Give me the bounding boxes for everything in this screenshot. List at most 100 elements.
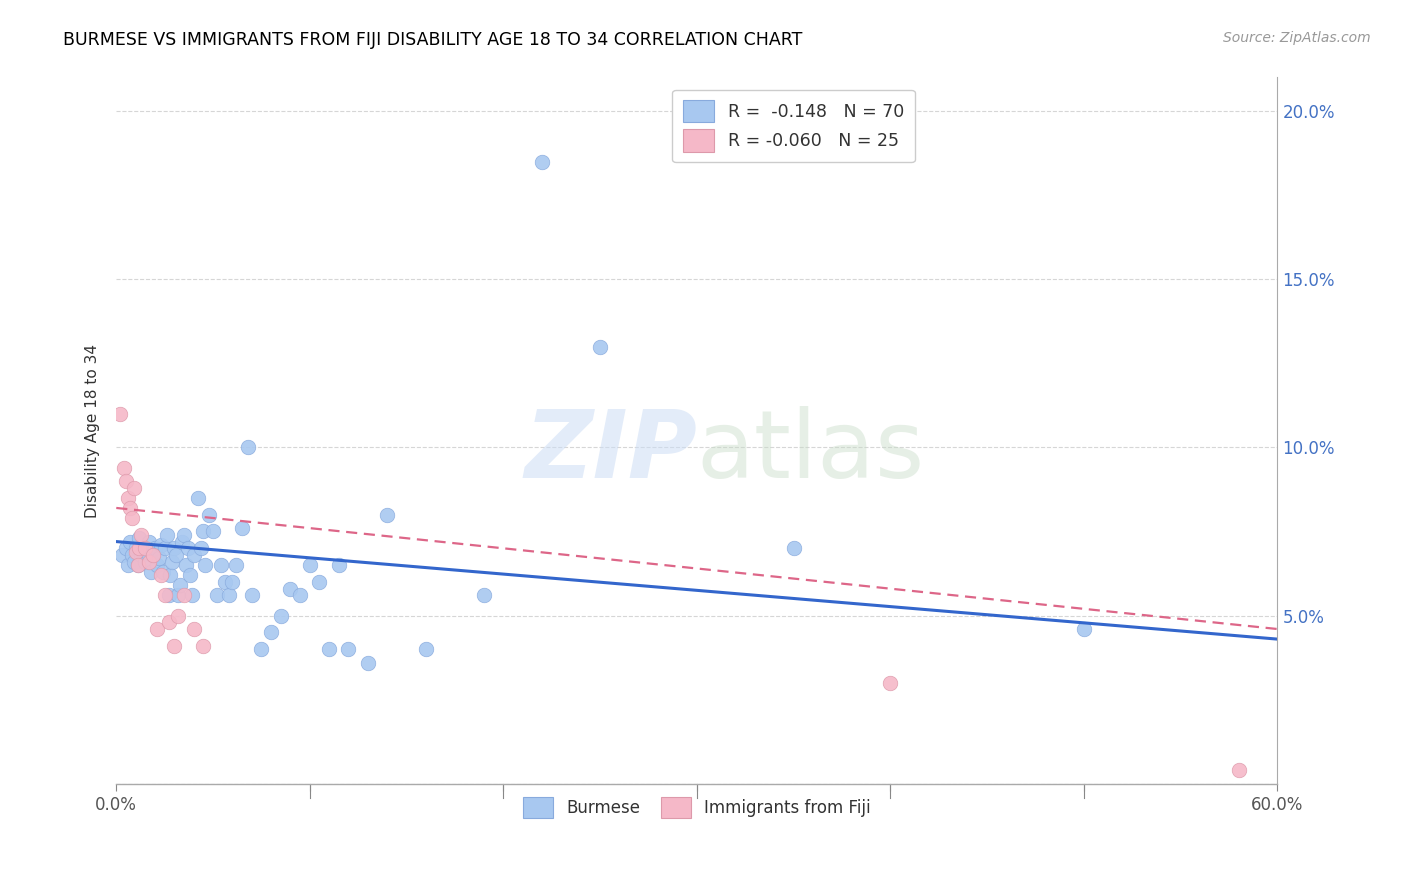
Point bbox=[138, 534, 160, 549]
Point bbox=[127, 558, 149, 573]
Point bbox=[128, 541, 150, 556]
Point bbox=[163, 541, 186, 556]
Point bbox=[260, 625, 283, 640]
Point bbox=[131, 548, 153, 562]
Point bbox=[280, 582, 302, 596]
Point bbox=[415, 642, 437, 657]
Point bbox=[146, 622, 169, 636]
Point bbox=[183, 622, 205, 636]
Point bbox=[782, 541, 804, 556]
Point bbox=[121, 548, 143, 562]
Point bbox=[169, 578, 191, 592]
Point bbox=[118, 534, 141, 549]
Point bbox=[149, 538, 172, 552]
Point bbox=[218, 588, 240, 602]
Point bbox=[1073, 622, 1095, 636]
Point bbox=[128, 531, 150, 545]
Text: BURMESE VS IMMIGRANTS FROM FIJI DISABILITY AGE 18 TO 34 CORRELATION CHART: BURMESE VS IMMIGRANTS FROM FIJI DISABILI… bbox=[63, 31, 803, 49]
Point bbox=[308, 574, 330, 589]
Point bbox=[205, 588, 228, 602]
Point bbox=[122, 481, 145, 495]
Point bbox=[298, 558, 321, 573]
Point bbox=[250, 642, 273, 657]
Point bbox=[221, 574, 243, 589]
Point bbox=[165, 548, 187, 562]
Point bbox=[117, 491, 139, 505]
Point bbox=[214, 574, 236, 589]
Point bbox=[225, 558, 247, 573]
Point bbox=[124, 541, 146, 556]
Point bbox=[108, 407, 131, 421]
Point bbox=[180, 588, 202, 602]
Point bbox=[179, 568, 201, 582]
Point bbox=[134, 541, 156, 556]
Point bbox=[187, 491, 209, 505]
Text: atlas: atlas bbox=[697, 406, 925, 498]
Point bbox=[173, 528, 195, 542]
Point bbox=[153, 588, 176, 602]
Point bbox=[159, 568, 181, 582]
Point bbox=[183, 548, 205, 562]
Point bbox=[170, 534, 193, 549]
Legend: Burmese, Immigrants from Fiji: Burmese, Immigrants from Fiji bbox=[516, 790, 877, 825]
Point bbox=[118, 500, 141, 515]
Point bbox=[337, 642, 360, 657]
Point bbox=[198, 508, 221, 522]
Point bbox=[240, 588, 263, 602]
Point bbox=[236, 441, 259, 455]
Point bbox=[111, 548, 134, 562]
Text: ZIP: ZIP bbox=[524, 406, 697, 498]
Y-axis label: Disability Age 18 to 34: Disability Age 18 to 34 bbox=[86, 343, 100, 517]
Point bbox=[167, 588, 190, 602]
Point bbox=[167, 608, 190, 623]
Point bbox=[149, 568, 172, 582]
Point bbox=[138, 555, 160, 569]
Point bbox=[589, 339, 612, 353]
Point bbox=[122, 555, 145, 569]
Point bbox=[202, 524, 225, 539]
Point bbox=[148, 551, 170, 566]
Point bbox=[193, 639, 215, 653]
Point bbox=[174, 558, 197, 573]
Point bbox=[121, 511, 143, 525]
Point bbox=[127, 558, 149, 573]
Point bbox=[139, 565, 162, 579]
Point bbox=[879, 676, 901, 690]
Point bbox=[142, 548, 165, 562]
Point bbox=[136, 544, 159, 558]
Point bbox=[173, 588, 195, 602]
Point bbox=[162, 555, 184, 569]
Point bbox=[270, 608, 292, 623]
Point bbox=[328, 558, 350, 573]
Point bbox=[124, 544, 146, 558]
Point bbox=[153, 541, 176, 556]
Point bbox=[194, 558, 217, 573]
Point bbox=[190, 541, 212, 556]
Point bbox=[157, 588, 180, 602]
Point bbox=[134, 555, 156, 569]
Point bbox=[177, 541, 200, 556]
Point bbox=[152, 565, 174, 579]
Point bbox=[117, 558, 139, 573]
Point bbox=[209, 558, 232, 573]
Point bbox=[231, 521, 253, 535]
Point bbox=[375, 508, 398, 522]
Point bbox=[132, 541, 155, 556]
Text: Source: ZipAtlas.com: Source: ZipAtlas.com bbox=[1223, 31, 1371, 45]
Point bbox=[115, 474, 138, 488]
Point bbox=[531, 154, 554, 169]
Point bbox=[163, 639, 186, 653]
Point bbox=[112, 460, 135, 475]
Point bbox=[146, 558, 169, 573]
Point bbox=[472, 588, 495, 602]
Point bbox=[143, 541, 166, 556]
Point bbox=[131, 528, 153, 542]
Point bbox=[1227, 764, 1250, 778]
Point bbox=[115, 541, 138, 556]
Point bbox=[288, 588, 311, 602]
Point bbox=[142, 548, 165, 562]
Point bbox=[318, 642, 340, 657]
Point bbox=[357, 656, 380, 670]
Point bbox=[155, 528, 177, 542]
Point bbox=[193, 524, 215, 539]
